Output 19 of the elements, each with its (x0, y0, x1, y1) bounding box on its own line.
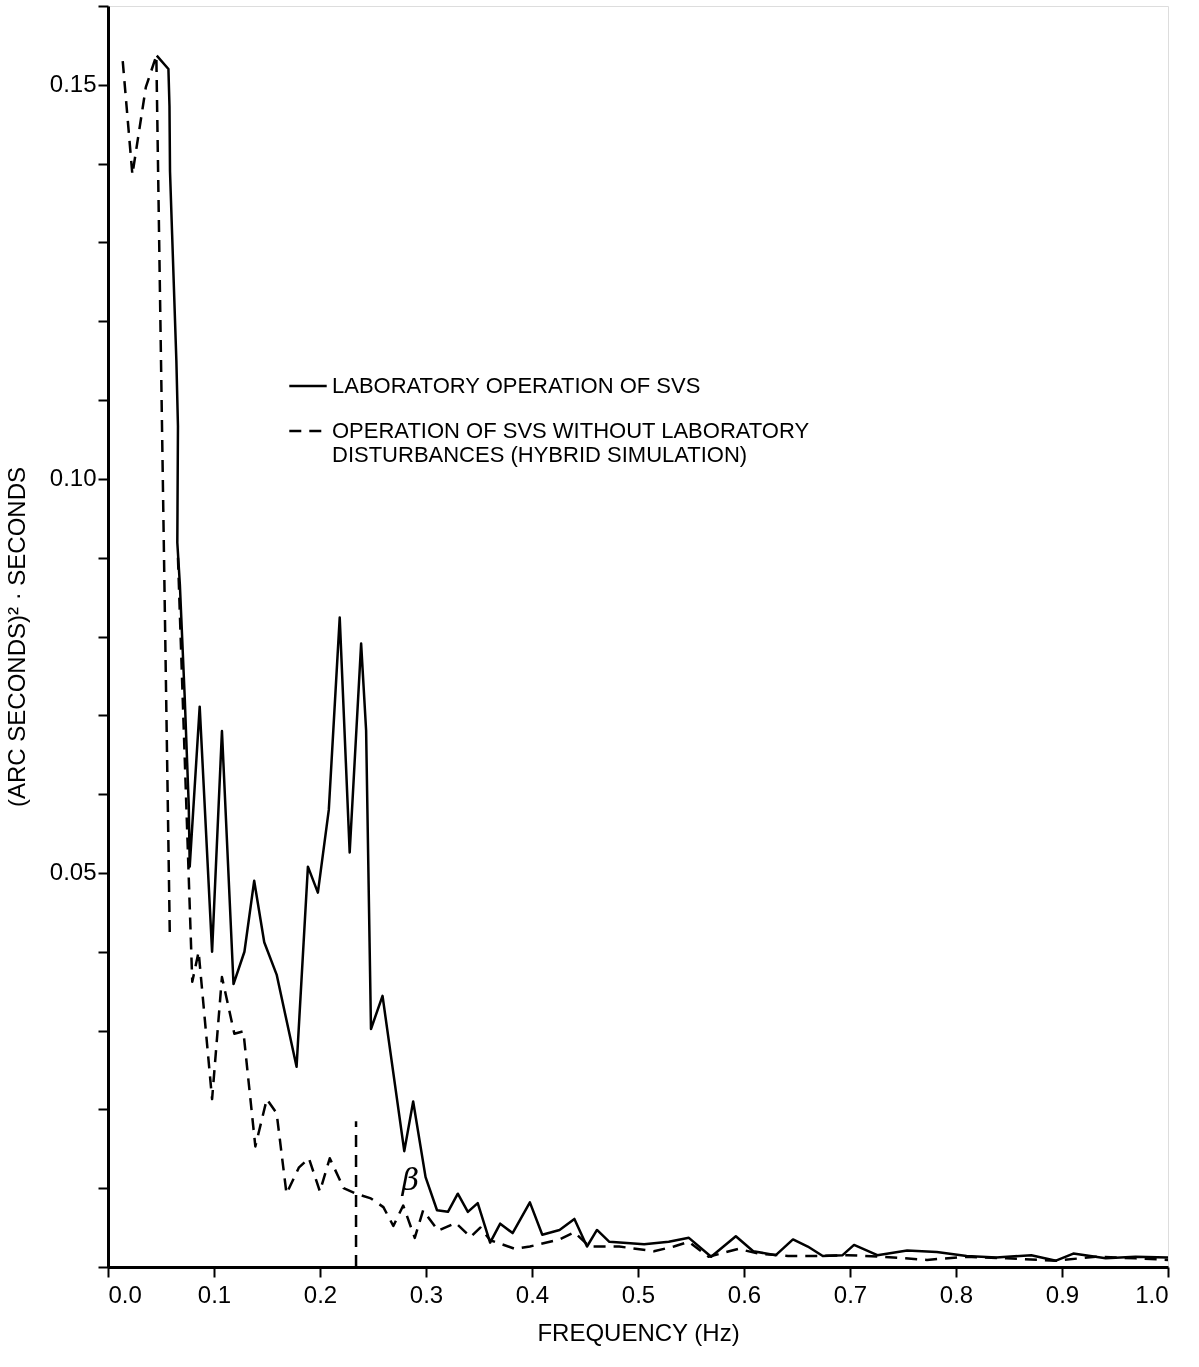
x-tick-label: 0.1 (197, 1280, 232, 1308)
legend-label: OPERATION OF SVS WITHOUT LABORATORY DISTURBANCES (HYBRID SIMULATION) (332, 418, 810, 467)
x-tick-label: 0.5 (621, 1280, 656, 1308)
x-tick-label: 0.3 (409, 1280, 444, 1308)
x-axis-title: FREQUENCY (Hz) (537, 1318, 740, 1346)
x-tick-label: 0.6 (727, 1280, 762, 1308)
x-tick-label: 0.7 (833, 1280, 868, 1308)
x-tick-label: 0.4 (515, 1280, 550, 1308)
y-axis-title: (ARC SECONDS)² · SECONDS (2, 466, 30, 808)
x-tick-label: 0.0 (108, 1280, 142, 1308)
x-tick-label: 0.9 (1045, 1280, 1080, 1308)
annotation: β (400, 1161, 420, 1197)
legend-label: LABORATORY OPERATION OF SVS (332, 373, 701, 398)
x-tick-label: 1.0 (1135, 1280, 1169, 1308)
y-tick-label: 0.05 (49, 858, 97, 886)
x-tick-label: 0.2 (303, 1280, 338, 1308)
y-tick-label: 0.15 (49, 70, 97, 98)
y-tick-label: 0.10 (49, 464, 97, 492)
x-tick-label: 0.8 (939, 1280, 974, 1308)
